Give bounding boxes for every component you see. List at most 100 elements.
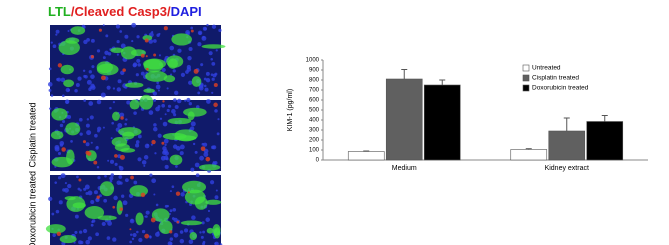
y-tick-label: 400 (309, 118, 320, 124)
nucleus (60, 173, 66, 179)
nucleus (116, 53, 119, 56)
nucleus (109, 159, 115, 164)
nucleus (169, 45, 175, 51)
nucleus (129, 240, 133, 244)
tubule (135, 212, 144, 226)
tubule (189, 232, 198, 241)
nucleus (109, 176, 114, 181)
nucleus (131, 237, 135, 241)
nucleus (180, 192, 185, 197)
nucleus (164, 164, 169, 170)
nucleus (153, 98, 157, 102)
nucleus (163, 138, 169, 144)
nucleus (187, 55, 192, 61)
nucleus (190, 167, 195, 172)
nucleus (146, 143, 149, 147)
nucleus (83, 39, 88, 45)
nucleus (185, 30, 190, 35)
nucleus (174, 90, 179, 95)
nucleus (111, 121, 114, 125)
tubule (99, 181, 115, 197)
nucleus (153, 126, 158, 132)
nucleus (186, 67, 192, 72)
nucleus (50, 41, 53, 44)
nucleus (85, 191, 89, 195)
nucleus (174, 105, 179, 110)
casp3 (119, 207, 123, 211)
nucleus (202, 242, 206, 245)
tubule (212, 224, 221, 236)
nucleus (103, 198, 108, 203)
bar (586, 121, 624, 161)
nucleus (90, 223, 94, 227)
tubule (167, 117, 192, 125)
micrographs (45, 22, 226, 245)
nucleus (180, 72, 186, 77)
nucleus (74, 230, 78, 234)
nucleus (145, 210, 150, 215)
nucleus (117, 79, 122, 84)
nucleus (140, 71, 145, 76)
nucleus (102, 126, 105, 129)
nucleus (210, 57, 214, 61)
nucleus (60, 77, 66, 83)
image-title: LTL/Cleaved Casp3/DAPI (48, 4, 202, 19)
nucleus (48, 88, 52, 92)
nucleus (114, 162, 118, 166)
casp3 (140, 192, 146, 198)
nucleus (183, 228, 189, 233)
nucleus (110, 173, 115, 177)
nucleus (85, 239, 91, 245)
nucleus (159, 117, 163, 120)
casp3 (151, 139, 156, 145)
nucleus (59, 123, 64, 128)
nucleus (158, 54, 161, 57)
nucleus (203, 142, 208, 147)
nucleus (131, 40, 134, 43)
nucleus (122, 200, 128, 206)
nucleus (107, 159, 110, 162)
nucleus (212, 145, 217, 150)
nucleus (169, 242, 173, 245)
nucleus (47, 82, 53, 87)
y-axis-label: KIM-1 (pg/ml) (287, 89, 294, 131)
nucleus (194, 162, 200, 168)
y-tick-label: 200 (309, 138, 320, 144)
nucleus (112, 237, 117, 242)
nucleus (115, 24, 120, 29)
tubule (110, 47, 124, 54)
nucleus (61, 94, 65, 98)
nucleus (74, 214, 79, 219)
casp3 (169, 230, 173, 234)
nucleus (162, 121, 168, 127)
nucleus (48, 67, 52, 71)
nucleus (190, 26, 194, 30)
nucleus (141, 160, 147, 165)
tubule (58, 40, 80, 56)
casp3 (129, 228, 132, 231)
nucleus (199, 155, 205, 161)
nucleus (109, 106, 112, 110)
nucleus (172, 144, 178, 149)
nucleus (104, 50, 109, 55)
nucleus (179, 144, 185, 150)
nucleus (161, 103, 166, 108)
nucleus (85, 142, 90, 147)
nucleus (57, 176, 62, 180)
nucleus (173, 98, 177, 102)
nucleus (109, 179, 113, 183)
nucleus (158, 32, 161, 35)
nucleus (87, 236, 93, 241)
nucleus (177, 48, 182, 53)
casp3 (93, 160, 98, 165)
nucleus (211, 62, 216, 66)
nucleus (67, 183, 72, 189)
nucleus (197, 42, 202, 47)
nucleus (86, 118, 90, 121)
tubule (143, 59, 164, 73)
nucleus (55, 29, 60, 34)
nucleus (59, 141, 65, 146)
nucleus (52, 44, 57, 49)
tubule (206, 227, 214, 234)
nucleus (161, 67, 166, 73)
